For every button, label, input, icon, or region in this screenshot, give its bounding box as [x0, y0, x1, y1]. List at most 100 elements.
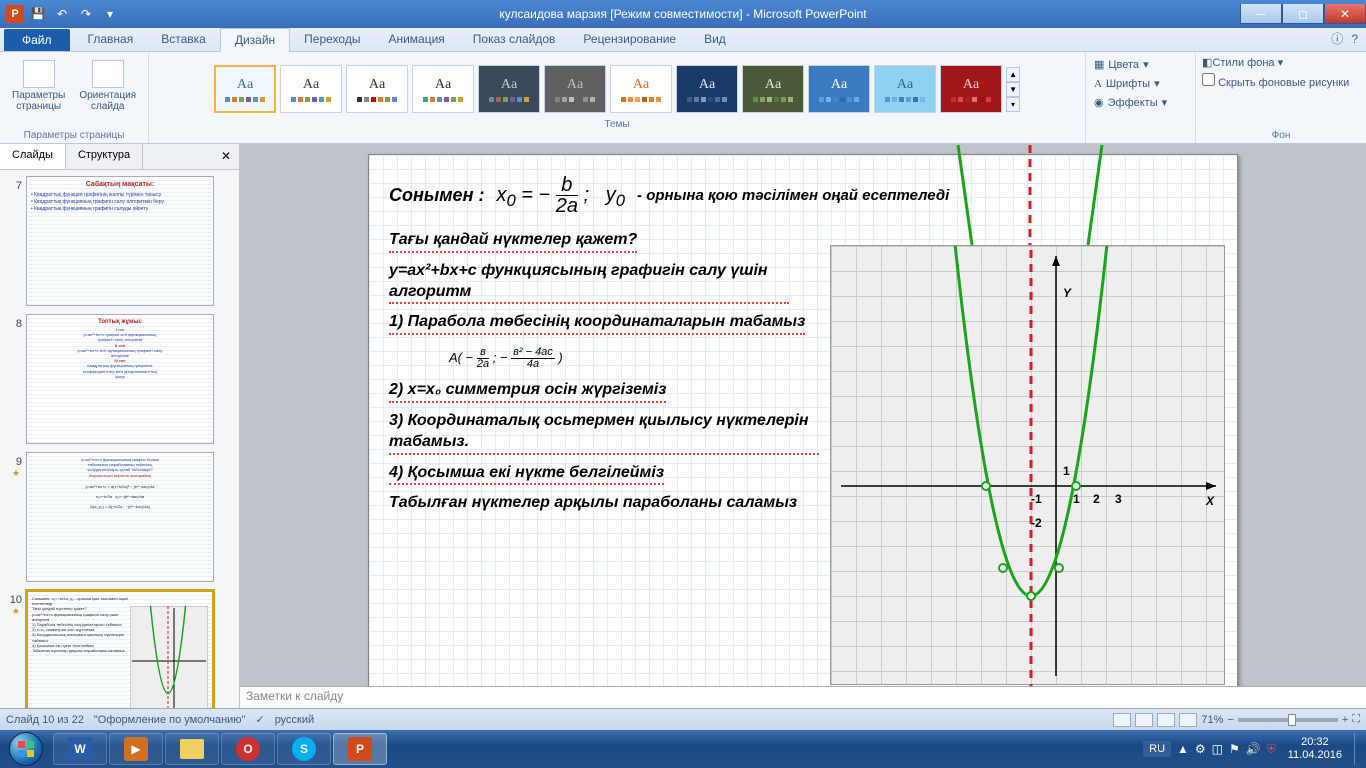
thumb-row-8[interactable]: 8Топтық жұмысI топy=ax²+bx+c графигі a>0…: [4, 314, 235, 444]
thumb-10[interactable]: Сонымен: x₀=−b/2a; y₀ - орнына қою тәсіл…: [26, 590, 214, 708]
ribbon-minimize-icon[interactable]: ⓘ: [1331, 30, 1343, 47]
tab-дизайн[interactable]: Дизайн: [220, 28, 290, 52]
theme-tile-1[interactable]: Aa: [280, 65, 342, 113]
theme-tile-5[interactable]: Aa: [544, 65, 606, 113]
tab-вставка[interactable]: Вставка: [147, 28, 220, 51]
tab-вид[interactable]: Вид: [690, 28, 740, 51]
help-icon[interactable]: ?: [1351, 32, 1358, 46]
tab-главная[interactable]: Главная: [74, 28, 148, 51]
slide-step1: 1) Парабола төбесінің координаталарын та…: [389, 312, 805, 335]
task-word[interactable]: W: [53, 733, 107, 765]
page-setup-button[interactable]: Параметры страницы: [8, 56, 69, 116]
panel-close-icon[interactable]: ✕: [213, 144, 239, 169]
tab-анимация[interactable]: Анимация: [374, 28, 458, 51]
theme-tile-4[interactable]: Aa: [478, 65, 540, 113]
tray-shield-icon[interactable]: ⛨: [1267, 742, 1276, 757]
tray-icons: ▲ ⚙ ◫ ⚑ 🔊 ⛨: [1177, 742, 1276, 757]
effects-icon: ◉: [1094, 96, 1104, 109]
theme-tile-7[interactable]: Aa: [676, 65, 738, 113]
zoom-in-button[interactable]: +: [1342, 714, 1348, 726]
slideshow-view-button[interactable]: [1179, 713, 1197, 727]
normal-view-button[interactable]: [1113, 713, 1131, 727]
ribbon: Параметры страницы Ориентация слайда Пар…: [0, 52, 1366, 144]
colors-button[interactable]: ▦Цвета ▾: [1092, 56, 1189, 73]
theme-tile-10[interactable]: Aa: [874, 65, 936, 113]
fonts-button[interactable]: AШрифты ▾: [1092, 75, 1189, 92]
tab-показ слайдов[interactable]: Показ слайдов: [459, 28, 570, 51]
fit-button[interactable]: ⛶: [1352, 713, 1360, 726]
qat-redo-icon[interactable]: ↷: [76, 4, 96, 24]
tab-рецензирование[interactable]: Рецензирование: [569, 28, 690, 51]
task-explorer[interactable]: [165, 733, 219, 765]
qat-customize-icon[interactable]: ▾: [100, 4, 120, 24]
file-tab[interactable]: Файл: [4, 29, 70, 51]
hide-bg-checkbox[interactable]: Скрыть фоновые рисунки: [1202, 73, 1360, 89]
show-desktop-button[interactable]: [1354, 733, 1362, 765]
window-title: кулсаидова марзия [Режим совместимости] …: [499, 7, 866, 21]
slide[interactable]: Сонымен : x0 = − b2a ; y0 - орнына қою т…: [368, 154, 1238, 686]
slide-step2: 2) x=x₀ симметрия осін жүргіземіз: [389, 380, 666, 403]
theme-tile-3[interactable]: Aa: [412, 65, 474, 113]
theme-tile-8[interactable]: Aa: [742, 65, 804, 113]
task-skype[interactable]: S: [277, 733, 331, 765]
outline-tab[interactable]: Структура: [66, 144, 143, 169]
clock[interactable]: 20:32 11.04.2016: [1282, 736, 1348, 762]
start-button[interactable]: [0, 730, 52, 768]
lang-indicator[interactable]: RU: [1143, 741, 1171, 757]
status-lang[interactable]: русский: [275, 714, 314, 726]
theme-tile-9[interactable]: Aa: [808, 65, 870, 113]
background-group: ◧Стили фона ▾ Скрыть фоновые рисунки Фон: [1196, 52, 1366, 143]
slides-tab[interactable]: Слайды: [0, 144, 66, 169]
task-media[interactable]: ▶: [109, 733, 163, 765]
notes-pane[interactable]: Заметки к слайду: [240, 686, 1366, 708]
effects-button[interactable]: ◉Эффекты ▾: [1092, 94, 1189, 111]
thumb-row-9[interactable]: 9★y=ax²+bx+c функциясының графигі болыпт…: [4, 452, 235, 582]
task-opera[interactable]: O: [221, 733, 275, 765]
x-intercept-2: [1072, 482, 1080, 490]
zoom-slider[interactable]: [1238, 718, 1338, 722]
theme-tile-2[interactable]: Aa: [346, 65, 408, 113]
close-button[interactable]: ✕: [1324, 4, 1366, 24]
gallery-spinner[interactable]: ▲▼▾: [1006, 67, 1020, 112]
slide-end: Табылған нүктелер арқылы параболаны сала…: [389, 493, 797, 514]
thumb-9[interactable]: y=ax²+bx+c функциясының графигі болыптаб…: [26, 452, 214, 582]
qat-undo-icon[interactable]: ↶: [52, 4, 72, 24]
slide-canvas: Сонымен : x0 = − b2a ; y0 - орнына қою т…: [240, 144, 1366, 686]
theme-tile-6[interactable]: Aa: [610, 65, 672, 113]
maximize-button[interactable]: ◻: [1282, 4, 1324, 24]
tray-flag-icon[interactable]: ⚑: [1229, 742, 1240, 756]
sorter-view-button[interactable]: [1135, 713, 1153, 727]
minimize-button[interactable]: ─: [1240, 4, 1282, 24]
tick-m1: -1: [1031, 492, 1042, 506]
theme-tile-0[interactable]: Aa: [214, 65, 276, 113]
tray-up-icon[interactable]: ▲: [1177, 742, 1189, 756]
spellcheck-icon[interactable]: ✓: [255, 713, 264, 726]
thumb-8[interactable]: Топтық жұмысI топy=ax²+bx+c графигі a>0 …: [26, 314, 214, 444]
tray-gear-icon[interactable]: ⚙: [1195, 742, 1206, 756]
qat-save-icon[interactable]: 💾: [28, 4, 48, 24]
thumb-row-7[interactable]: 7Сабақтың мақсаты:• Квадраттық функция г…: [4, 176, 235, 306]
theme-tile-11[interactable]: Aa: [940, 65, 1002, 113]
graph-area: Y X 1 -1 1 2 3 -2: [830, 245, 1225, 685]
thumb-7[interactable]: Сабақтың мақсаты:• Квадраттық функция гр…: [26, 176, 214, 306]
zoom-out-button[interactable]: −: [1227, 714, 1233, 726]
tray-volume-icon[interactable]: 🔊: [1246, 742, 1261, 756]
page-setup-icon: [23, 60, 55, 88]
quick-access-toolbar: P 💾 ↶ ↷ ▾: [0, 4, 120, 24]
tray-network-icon[interactable]: ◫: [1212, 742, 1223, 756]
bg-styles-button[interactable]: ◧Стили фона ▾: [1202, 56, 1360, 69]
thumbnails: 7Сабақтың мақсаты:• Квадраттық функция г…: [0, 170, 239, 708]
task-powerpoint[interactable]: P: [333, 733, 387, 765]
ribbon-tabs: Файл ГлавнаяВставкаДизайнПереходыАнимаци…: [0, 28, 1366, 52]
thumb-row-10[interactable]: 10★Сонымен: x₀=−b/2a; y₀ - орнына қою тә…: [4, 590, 235, 708]
slide-orientation-button[interactable]: Ориентация слайда: [75, 56, 140, 116]
app-icon[interactable]: P: [6, 5, 24, 23]
ribbon-help: ⓘ ?: [1323, 26, 1366, 51]
bg-group-label: Фон: [1196, 130, 1366, 141]
tab-переходы[interactable]: Переходы: [290, 28, 374, 51]
colors-icon: ▦: [1094, 58, 1104, 71]
slide-line3: y=ax²+bx+c функциясының графигін салу үш…: [389, 261, 789, 305]
reading-view-button[interactable]: [1157, 713, 1175, 727]
editor: Сонымен : x0 = − b2a ; y0 - орнына қою т…: [240, 144, 1366, 708]
tick-1x: 1: [1073, 492, 1080, 506]
